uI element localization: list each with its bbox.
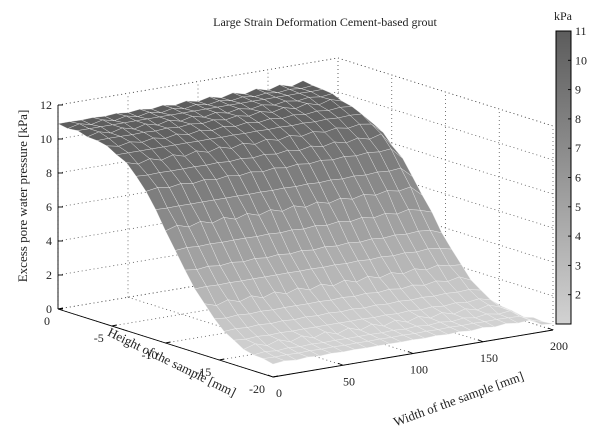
z-tick-label: 12	[40, 98, 52, 112]
x-tick-label: 150	[480, 351, 498, 365]
x-tick-label: 50	[343, 374, 355, 388]
colorbar-tick-label: 5	[575, 200, 581, 214]
x-tick-label: 100	[410, 363, 428, 377]
colorbar-tick-label: 10	[575, 53, 587, 67]
z-tick-label: 6	[46, 200, 52, 214]
colorbar-tick-label: 9	[575, 83, 581, 97]
colorbar-tick-label: 2	[575, 288, 581, 302]
colorbar: kPa 11 10 9 8 7 6 5 4 3 2	[554, 9, 587, 325]
colorbar-tick-label: 8	[575, 112, 581, 126]
z-tick-label: 2	[46, 268, 52, 282]
x-axis-label: Width of the sample [mm]	[391, 368, 525, 429]
axis-ticks: 0 2 4 6 8 10 12 0 -5 -10 -15 -20 0 50 100 150 200	[40, 98, 568, 400]
z-axis-label: Excess pore water pressure [kPa]	[15, 110, 30, 283]
z-tick-label: 8	[46, 166, 52, 180]
x-tick-label: 0	[276, 386, 282, 400]
pressure-surface	[57, 80, 554, 365]
colorbar-tick-label: 7	[575, 141, 581, 155]
colorbar-tick-label: 3	[575, 258, 581, 272]
z-tick-label: 4	[46, 234, 52, 248]
colorbar-unit-label: kPa	[554, 9, 573, 23]
colorbar-tick-label: 4	[575, 229, 581, 243]
z-tick-label: 10	[40, 132, 52, 146]
y-tick-label: 0	[44, 314, 50, 328]
x-tick-label: 200	[550, 339, 568, 353]
colorbar-tick-label: 11	[575, 24, 587, 38]
y-tick-label: -20	[249, 382, 265, 396]
colorbar-ticks: 11 10 9 8 7 6 5 4 3 2	[568, 24, 587, 302]
surface-patch	[531, 319, 554, 325]
y-tick-label: -15	[195, 365, 211, 379]
z-tick-label: 0	[46, 302, 52, 316]
surface-patch	[262, 356, 286, 365]
y-tick-label: -10	[142, 348, 158, 362]
chart-title: Large Strain Deformation Cement-based gr…	[213, 15, 437, 29]
colorbar-tick-label: 6	[575, 171, 581, 185]
y-axis-label: Height of the sample [mm]	[105, 324, 238, 399]
y-tick-label: -5	[94, 331, 104, 345]
